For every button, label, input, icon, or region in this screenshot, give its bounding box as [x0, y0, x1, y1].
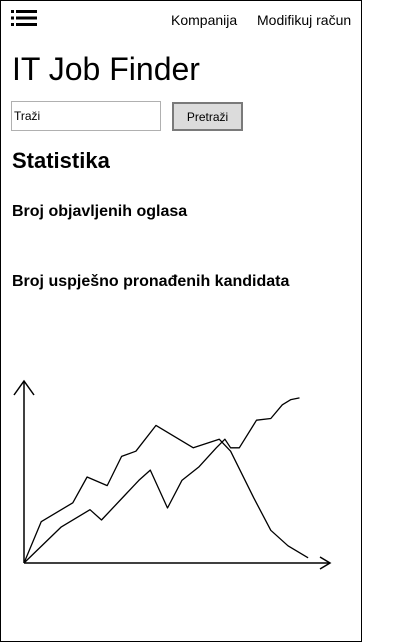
app-title: IT Job Finder	[12, 51, 200, 87]
x-axis-arrow	[319, 556, 332, 570]
search-button[interactable]: Pretraži	[172, 102, 243, 131]
series-line-1	[23, 424, 309, 564]
stat-found-candidates-label: Broj uspješno pronađenih kandidata	[12, 273, 290, 290]
statistics-line-chart	[13, 379, 332, 570]
y-axis-arrow	[13, 379, 35, 396]
nav-link-edit-account[interactable]: Modifikuj račun	[257, 12, 352, 28]
series-line-2	[23, 397, 300, 564]
stat-posted-ads-label: Broj objavljenih oglasa	[12, 203, 188, 220]
hamburger-menu-icon[interactable]	[11, 9, 37, 27]
search-input[interactable]	[11, 101, 161, 131]
statistics-heading: Statistika	[12, 148, 110, 173]
nav-link-company[interactable]: Kompanija	[171, 12, 238, 28]
app-frame: Kompanija Modifikuj račun IT Job Finder …	[0, 0, 362, 642]
